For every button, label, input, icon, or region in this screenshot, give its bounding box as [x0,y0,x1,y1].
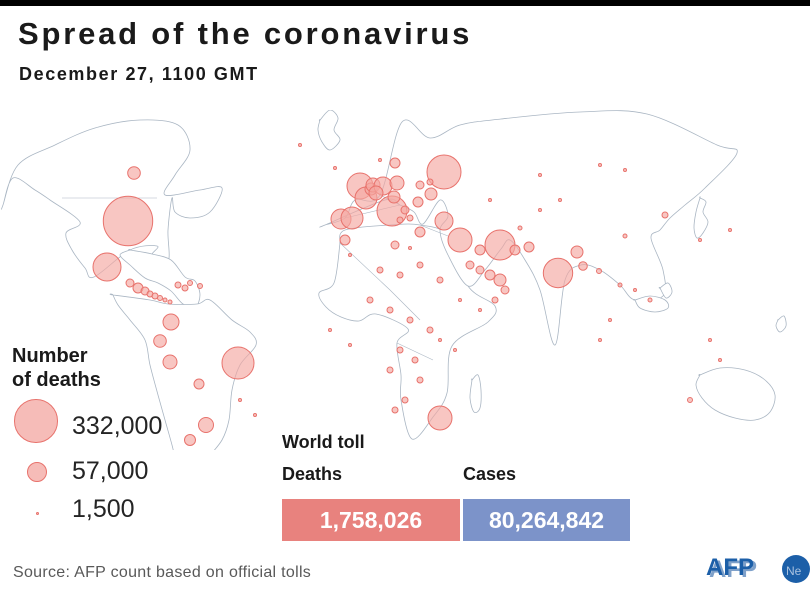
svg-text:Ne: Ne [786,564,802,578]
svg-text:AFP: AFP [706,554,754,581]
